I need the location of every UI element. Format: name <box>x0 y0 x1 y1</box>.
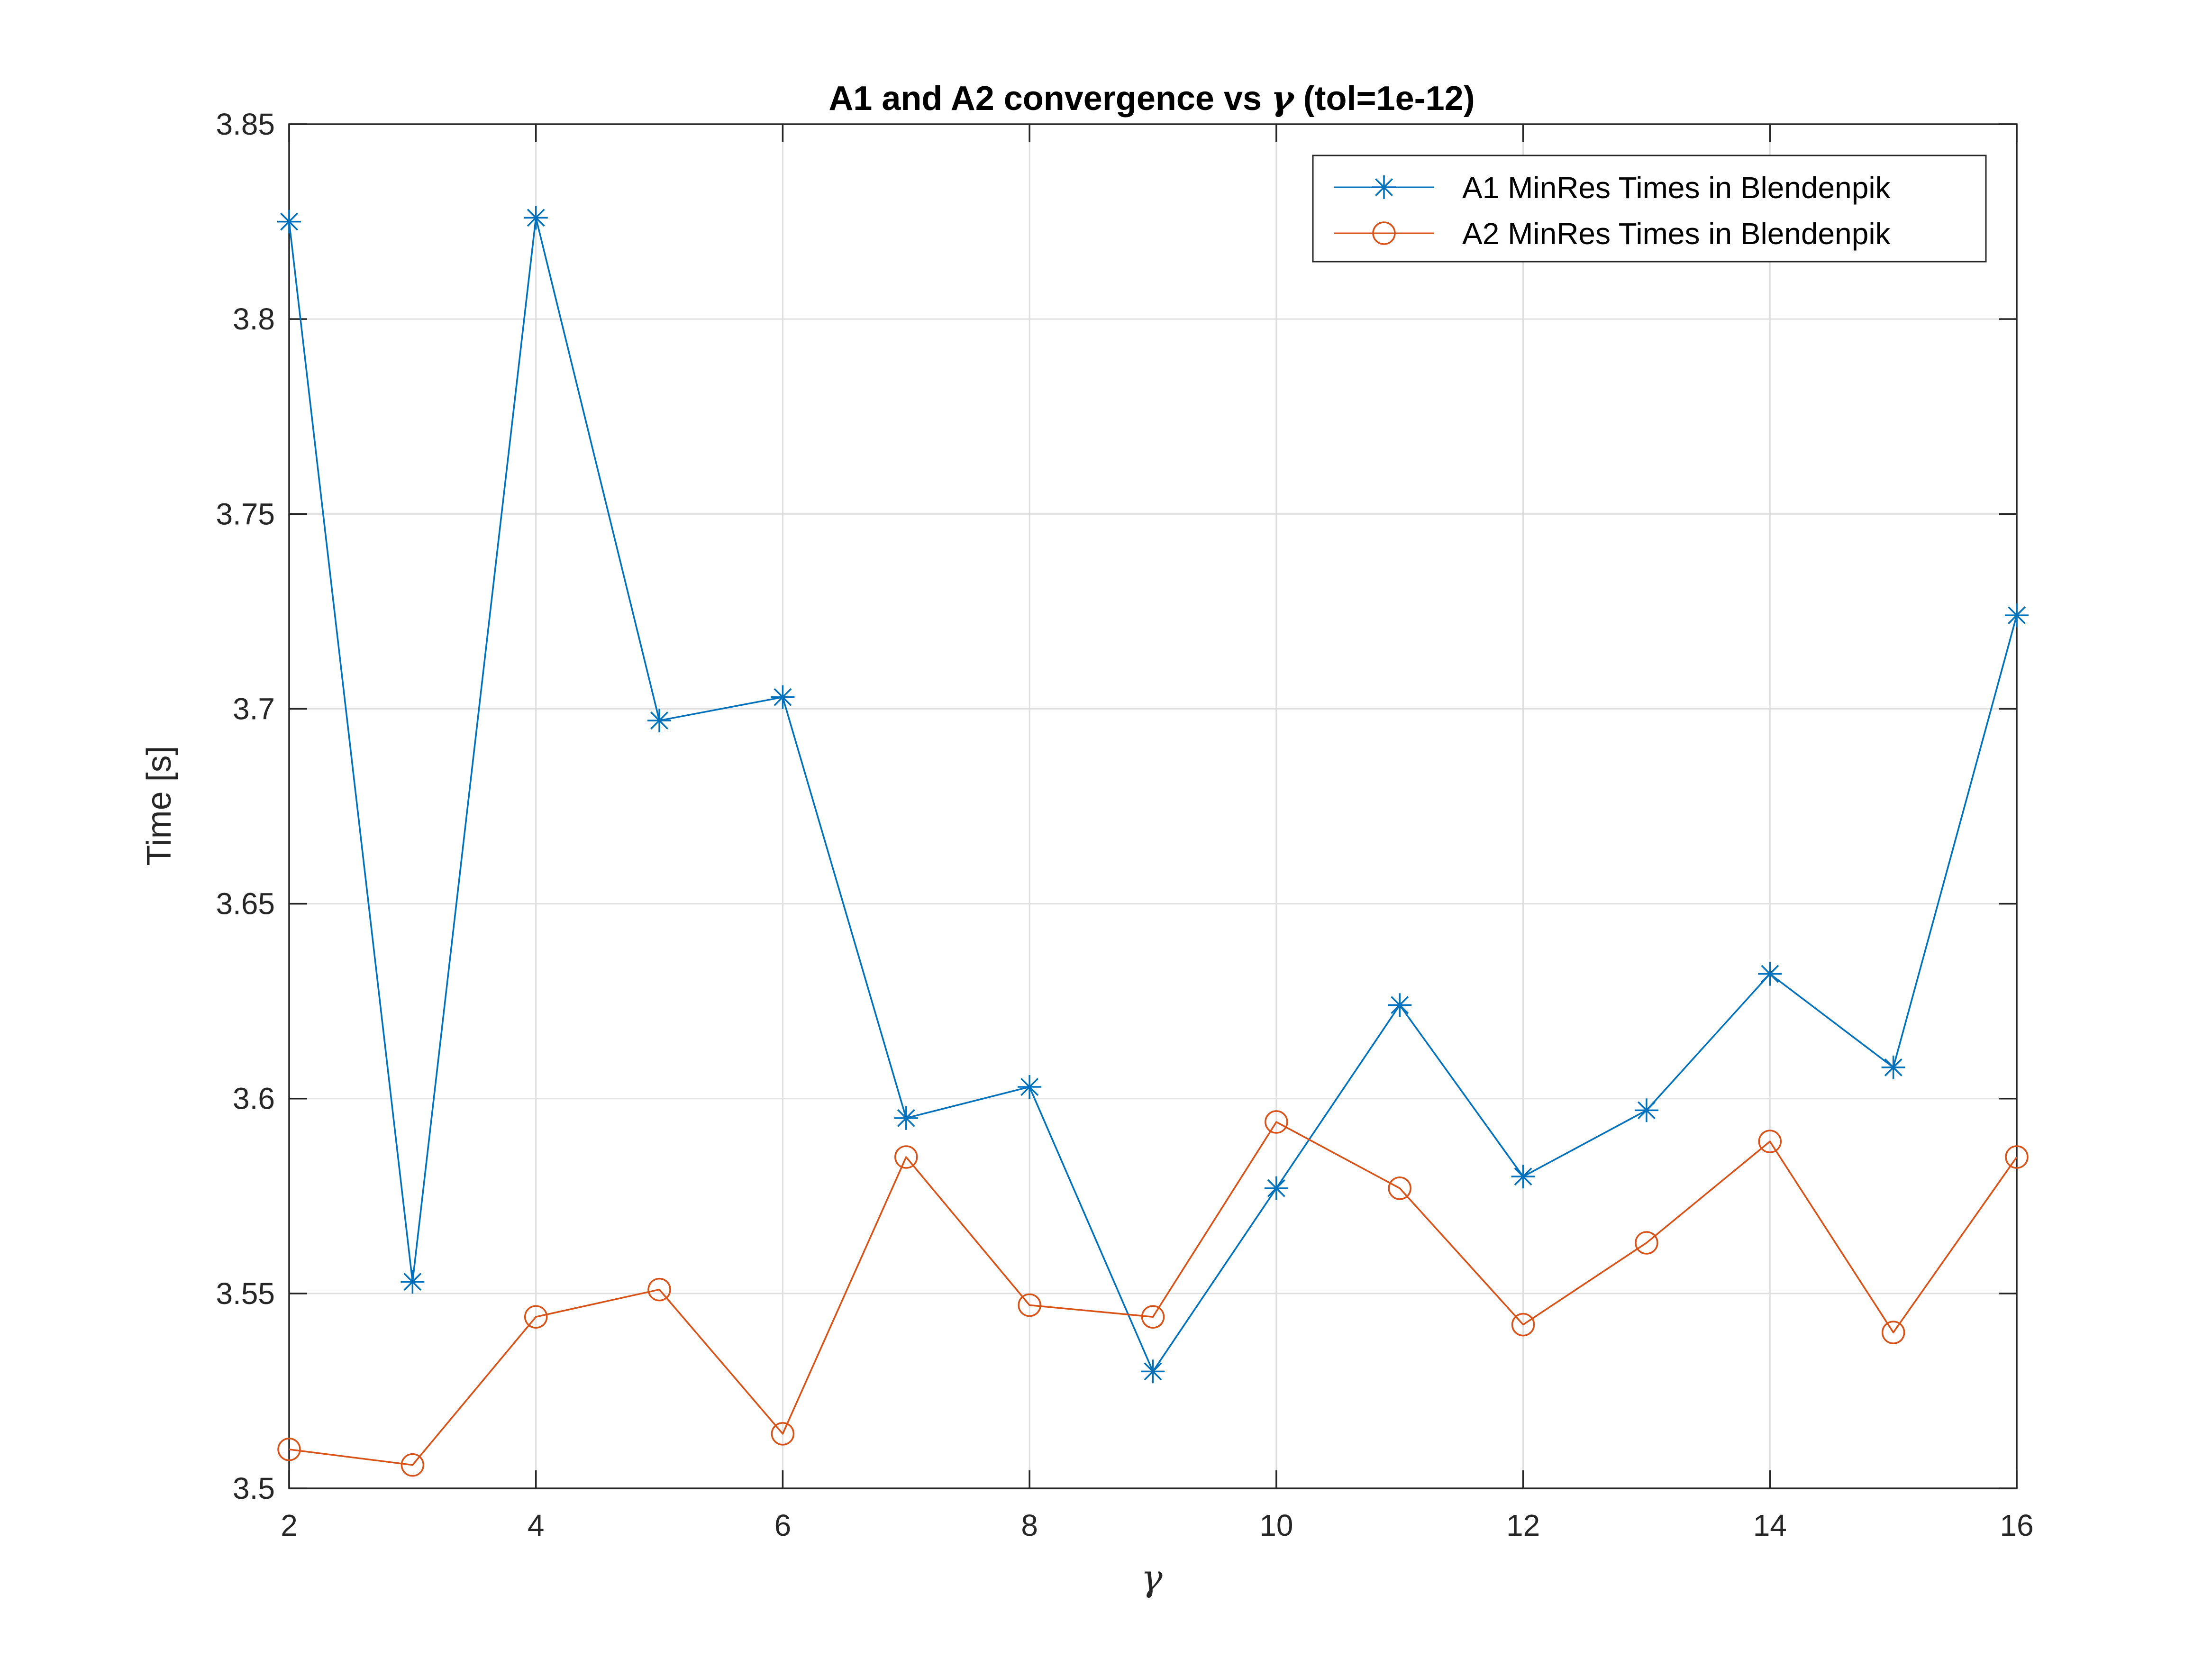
y-tick-label: 3.8 <box>233 302 275 336</box>
data-point-a2 <box>1635 1231 1658 1255</box>
y-tick-label: 3.65 <box>216 887 275 921</box>
legend-marker-a2 <box>1372 221 1396 245</box>
data-point-a1 <box>524 206 548 230</box>
data-point-a2 <box>1018 1293 1041 1317</box>
axes <box>288 123 2018 1489</box>
legend-marker-a1 <box>1372 175 1396 199</box>
data-point-a1 <box>1018 1075 1042 1099</box>
legend-label-a1: A1 MinRes Times in Blendenpik <box>1462 171 1891 205</box>
y-tick-label: 3.5 <box>233 1471 275 1505</box>
data-point-a1 <box>1264 1176 1288 1200</box>
data-point-a1 <box>1881 1055 1905 1079</box>
x-tick-label: 8 <box>1021 1508 1038 1542</box>
data-point-a2 <box>647 1277 671 1302</box>
asterisk-stroke <box>1020 1078 1039 1096</box>
data-point-a1 <box>1388 993 1412 1017</box>
data-point-a2 <box>1388 1176 1411 1200</box>
plot-area <box>277 206 2029 1477</box>
asterisk-stroke <box>1144 1362 1162 1381</box>
data-point-a2 <box>277 1438 301 1461</box>
x-axis-label: γ <box>1141 1557 1163 1599</box>
asterisk-stroke <box>2008 606 2026 624</box>
asterisk-stroke <box>527 209 545 227</box>
data-point-a1 <box>1511 1165 1535 1189</box>
asterisk-stroke <box>774 688 792 706</box>
x-tick-label: 2 <box>281 1508 298 1542</box>
legend-asterisk-marker <box>1372 175 1396 199</box>
tick-labels: 2 4 6 8 10 12 14 16 3.5 3.55 3.6 3.65 3.7 3.75 3.8 3.85 <box>216 107 2033 1542</box>
asterisk-stroke <box>403 1273 422 1291</box>
asterisk-stroke <box>280 212 298 231</box>
y-tick-label: 3.6 <box>233 1082 275 1116</box>
data-point-a1 <box>1141 1359 1165 1384</box>
legend: A1 MinRes Times in Blendenpik A2 MinRes … <box>1312 155 1987 263</box>
y-tick-label: 3.85 <box>216 107 275 141</box>
data-point-a1 <box>277 210 301 234</box>
series-line-a2 <box>289 1121 2018 1466</box>
x-tick-label: 6 <box>774 1508 792 1542</box>
data-point-a1 <box>1634 1098 1658 1122</box>
x-tick-label: 14 <box>1753 1508 1787 1542</box>
data-point-a2 <box>1265 1110 1288 1134</box>
data-point-a2 <box>2005 1145 2029 1169</box>
data-point-a1 <box>647 709 672 733</box>
data-point-a2 <box>1141 1305 1165 1329</box>
x-tick-label: 16 <box>2000 1508 2033 1542</box>
chart-title: A1 and A2 convergence vs γ (tol=1e-12) <box>828 78 1475 118</box>
asterisk-stroke <box>1761 965 1779 983</box>
data-point-a2 <box>771 1422 795 1446</box>
x-tick-label: 4 <box>528 1508 545 1542</box>
data-point-a1 <box>1758 962 1782 986</box>
data-point-a1 <box>401 1270 425 1294</box>
axes-box <box>288 123 2018 1489</box>
data-point-a1 <box>771 685 795 709</box>
y-tick-label: 3.7 <box>233 692 275 726</box>
legend-label-a2: A2 MinRes Times in Blendenpik <box>1462 217 1891 251</box>
asterisk-stroke <box>1514 1167 1532 1186</box>
asterisk-stroke <box>1884 1058 1903 1076</box>
legend-circle-marker <box>1372 221 1396 245</box>
y-tick-label: 3.55 <box>216 1276 275 1311</box>
data-point-a1 <box>894 1106 918 1130</box>
data-point-a2 <box>894 1145 918 1169</box>
y-tick-label: 3.75 <box>216 497 275 531</box>
asterisk-stroke <box>1638 1101 1656 1120</box>
asterisk-stroke <box>1375 178 1393 196</box>
x-tick-label: 10 <box>1259 1508 1293 1542</box>
asterisk-stroke <box>897 1109 915 1127</box>
asterisk-stroke <box>1267 1179 1285 1197</box>
asterisk-stroke <box>650 711 668 730</box>
asterisk-stroke <box>1391 996 1409 1014</box>
data-point-a2 <box>524 1305 548 1329</box>
data-point-a1 <box>2005 603 2029 628</box>
data-point-a2 <box>1511 1313 1535 1337</box>
data-point-a2 <box>1758 1130 1782 1153</box>
legend-box <box>1312 155 1987 263</box>
x-tick-label: 12 <box>1506 1508 1540 1542</box>
data-point-a2 <box>1881 1321 1905 1344</box>
y-axis-label: Time [s] <box>140 746 178 866</box>
data-point-a2 <box>401 1453 425 1477</box>
